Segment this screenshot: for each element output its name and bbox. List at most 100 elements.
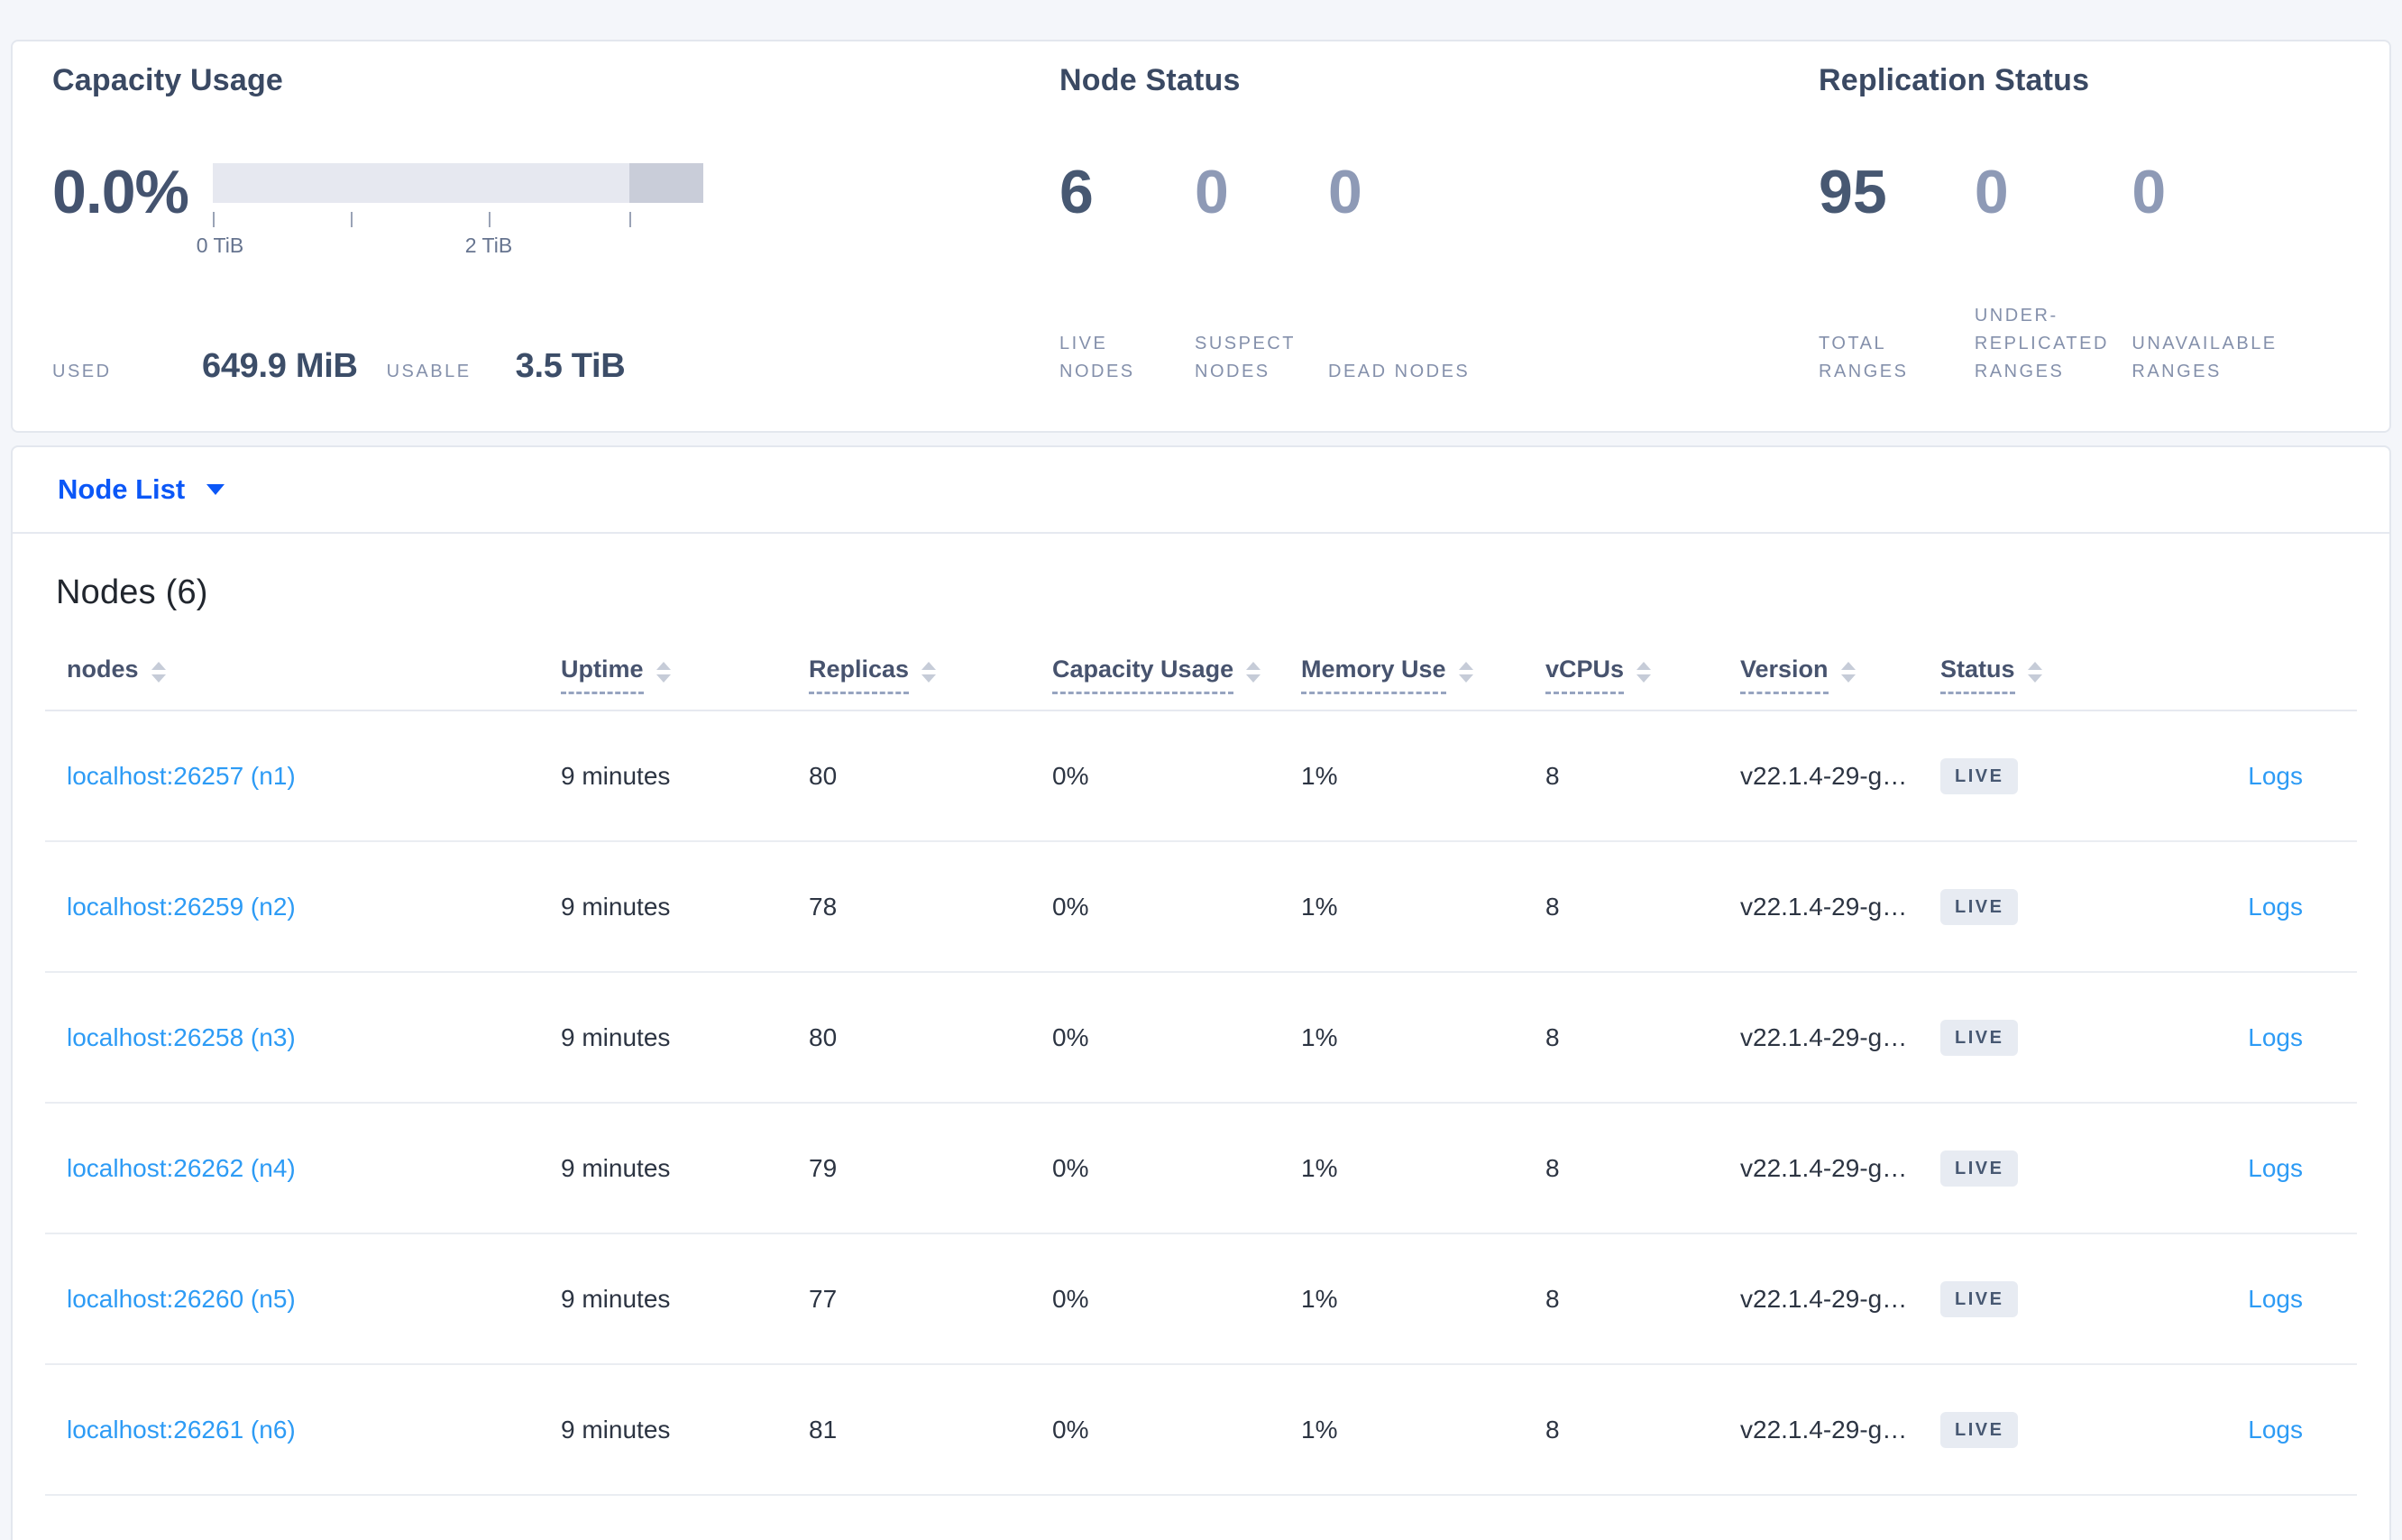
memory-use-cell: 1% <box>1301 1153 1338 1182</box>
live-nodes-label: LIVE NODES <box>1059 334 1135 381</box>
replicas-cell: 80 <box>809 761 838 790</box>
suspect-nodes-value: 0 <box>1195 158 1229 226</box>
logs-cell: Logs <box>2144 1023 2357 1052</box>
logs-link[interactable]: Logs <box>2248 1022 2303 1051</box>
node-cell: localhost:26262 (n4) <box>45 1154 539 1183</box>
status-cell: LIVE <box>1919 1150 2144 1187</box>
node-link[interactable]: localhost:26257 (n1) <box>67 761 296 790</box>
table-row: localhost:26257 (n1) 9 minutes 80 0% 1% … <box>45 711 2357 842</box>
logs-link[interactable]: Logs <box>2248 761 2303 790</box>
view-selector-bar: Node List <box>13 447 2389 534</box>
capacity-axis-label-0: 0 TiB <box>196 234 244 257</box>
cluster-summary-card: Capacity Usage 0.0% 0 TiB 2 <box>11 40 2391 433</box>
nodes-table-section: Nodes (6) nodes Uptime Replicas <box>13 534 2389 1540</box>
node-link[interactable]: localhost:26259 (n2) <box>67 892 296 921</box>
logs-link[interactable]: Logs <box>2248 1415 2303 1444</box>
total-ranges-label: TOTAL RANGES <box>1819 334 1909 381</box>
vcpus-cell: 8 <box>1545 892 1560 921</box>
status-cell: LIVE <box>1919 888 2144 925</box>
sort-icon <box>2027 661 2042 683</box>
dead-nodes-label: DEAD NODES <box>1328 362 1471 381</box>
memory-use-cell: 1% <box>1301 892 1338 921</box>
capacity-bar-reserved-segment <box>629 163 703 203</box>
unavailable-ranges-label: UNAVAILABLE RANGES <box>2132 334 2278 381</box>
version-cell: v22.1.4-29-g… <box>1740 1284 1908 1313</box>
replication-status-panel: Replication Status 95 TOTAL RANGES 0 UND… <box>1819 63 2353 386</box>
nodes-table-header: nodes Uptime Replicas Capacity Usage <box>45 639 2357 711</box>
status-badge: LIVE <box>1940 1150 2019 1187</box>
live-nodes-metric: 6 LIVE NODES <box>1059 161 1195 386</box>
node-link[interactable]: localhost:26261 (n6) <box>67 1415 296 1444</box>
vcpus-cell: 8 <box>1545 1284 1560 1313</box>
header-vcpus[interactable]: vCPUs <box>1524 655 1719 694</box>
status-cell: LIVE <box>1919 1280 2144 1317</box>
node-cell: localhost:26258 (n3) <box>45 1023 539 1052</box>
header-memory-use[interactable]: Memory Use <box>1279 655 1524 694</box>
node-cell: localhost:26261 (n6) <box>45 1416 539 1444</box>
replicas-cell: 79 <box>809 1153 838 1182</box>
node-list-card: Node List Nodes (6) nodes Uptime Replic <box>11 445 2391 1540</box>
logs-link[interactable]: Logs <box>2248 1284 2303 1313</box>
node-link[interactable]: localhost:26260 (n5) <box>67 1284 296 1313</box>
usable-label: USABLE <box>386 362 472 381</box>
uptime-cell: 9 minutes <box>561 761 671 790</box>
node-link[interactable]: localhost:26262 (n4) <box>67 1153 296 1182</box>
under-replicated-ranges-value: 0 <box>1974 158 2009 226</box>
logs-cell: Logs <box>2144 893 2357 921</box>
header-status[interactable]: Status <box>1919 655 2144 694</box>
status-badge: LIVE <box>1940 1280 2019 1317</box>
version-cell: v22.1.4-29-g… <box>1740 1153 1908 1182</box>
table-row: localhost:26261 (n6) 9 minutes 81 0% 1% … <box>45 1365 2357 1496</box>
status-badge: LIVE <box>1940 888 2019 925</box>
vcpus-cell: 8 <box>1545 1415 1560 1444</box>
header-uptime[interactable]: Uptime <box>539 655 787 694</box>
table-row: localhost:26260 (n5) 9 minutes 77 0% 1% … <box>45 1234 2357 1365</box>
header-nodes[interactable]: nodes <box>45 655 539 694</box>
sort-icon <box>921 661 937 683</box>
view-selector-dropdown[interactable]: Node List <box>58 473 225 506</box>
sort-icon <box>1840 661 1856 683</box>
replicas-cell: 78 <box>809 892 838 921</box>
logs-link[interactable]: Logs <box>2248 892 2303 921</box>
node-link[interactable]: localhost:26258 (n3) <box>67 1022 296 1051</box>
version-cell: v22.1.4-29-g… <box>1740 1415 1908 1444</box>
status-cell: LIVE <box>1919 1019 2144 1056</box>
uptime-cell: 9 minutes <box>561 1153 671 1182</box>
live-nodes-value: 6 <box>1059 158 1094 226</box>
capacity-usage-cell: 0% <box>1052 1022 1089 1051</box>
nodes-table-body: localhost:26257 (n1) 9 minutes 80 0% 1% … <box>13 711 2389 1496</box>
header-version[interactable]: Version <box>1719 655 1919 694</box>
uptime-cell: 9 minutes <box>561 1284 671 1313</box>
sort-icon <box>1246 661 1261 683</box>
vcpus-cell: 8 <box>1545 1022 1560 1051</box>
uptime-cell: 9 minutes <box>561 892 671 921</box>
capacity-usage-panel: Capacity Usage 0.0% 0 TiB 2 <box>52 63 1059 386</box>
total-ranges-metric: 95 TOTAL RANGES <box>1819 161 1975 386</box>
version-cell: v22.1.4-29-g… <box>1740 1022 1908 1051</box>
logs-cell: Logs <box>2144 762 2357 791</box>
sort-icon <box>151 661 166 683</box>
capacity-axis-label-2: 2 TiB <box>464 234 513 257</box>
memory-use-cell: 1% <box>1301 761 1338 790</box>
header-capacity-usage[interactable]: Capacity Usage <box>1031 655 1279 694</box>
table-row: localhost:26262 (n4) 9 minutes 79 0% 1% … <box>45 1104 2357 1234</box>
vcpus-cell: 8 <box>1545 1153 1560 1182</box>
capacity-bar: 0 TiB 2 TiB <box>197 161 703 261</box>
version-cell: v22.1.4-29-g… <box>1740 761 1908 790</box>
replication-status-title: Replication Status <box>1819 63 2090 97</box>
chevron-down-icon <box>206 484 225 495</box>
capacity-bar-track <box>213 163 703 203</box>
vcpus-cell: 8 <box>1545 761 1560 790</box>
status-cell: LIVE <box>1919 1411 2144 1448</box>
table-row: localhost:26258 (n3) 9 minutes 80 0% 1% … <box>45 973 2357 1104</box>
capacity-usage-cell: 0% <box>1052 761 1089 790</box>
logs-cell: Logs <box>2144 1285 2357 1314</box>
node-status-title: Node Status <box>1059 63 1241 97</box>
nodes-table-title: Nodes (6) <box>56 573 208 611</box>
header-replicas[interactable]: Replicas <box>787 655 1031 694</box>
logs-link[interactable]: Logs <box>2248 1153 2303 1182</box>
status-badge: LIVE <box>1940 1411 2019 1448</box>
memory-use-cell: 1% <box>1301 1284 1338 1313</box>
dead-nodes-metric: 0 DEAD NODES <box>1328 161 1482 386</box>
capacity-usage-cell: 0% <box>1052 1415 1089 1444</box>
